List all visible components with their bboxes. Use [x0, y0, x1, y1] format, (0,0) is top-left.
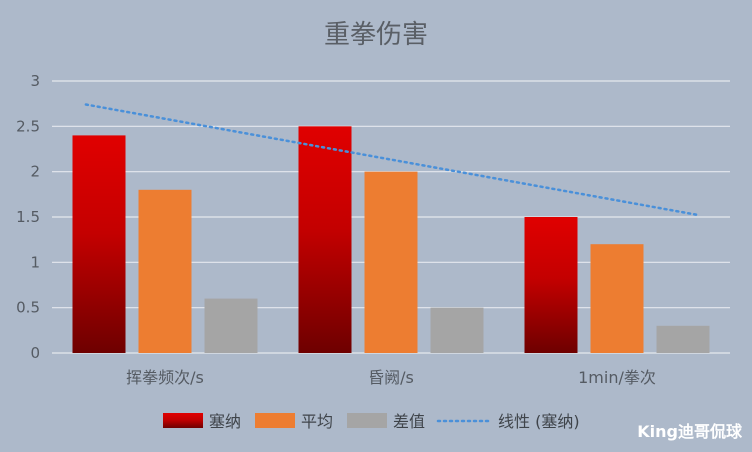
bar-差值-挥拳频次/s [204, 298, 258, 353]
y-tick-label: 0 [30, 344, 40, 362]
x-tick-label: 挥拳频次/s [126, 368, 204, 387]
y-axis-ticks: 0 0.5 1 1.5 2 2.5 3 [16, 72, 40, 362]
y-tick-label: 3 [30, 72, 40, 90]
bar-塞纳-昏阙/s [298, 126, 352, 353]
x-tick-label: 昏阙/s [368, 368, 414, 387]
trendline [84, 103, 698, 216]
legend-label: 线性 (塞纳) [498, 412, 580, 431]
legend-swatch-diff [347, 413, 387, 428]
trendline-layer [84, 103, 698, 216]
legend-label: 差值 [393, 412, 425, 431]
legend-label: 塞纳 [209, 412, 241, 431]
legend-label: 平均 [301, 412, 333, 431]
x-axis-ticks: 挥拳频次/s 昏阙/s 1min/拳次 [126, 368, 656, 387]
legend: 塞纳 平均 差值 线性 (塞纳) [163, 412, 580, 431]
y-tick-label: 2.5 [16, 117, 40, 135]
bar-平均-昏阙/s [364, 171, 418, 353]
bar-差值-昏阙/s [430, 307, 484, 353]
bar-塞纳-挥拳频次/s [72, 135, 126, 353]
chart-title: 重拳伤害 [324, 20, 428, 50]
bar-平均-挥拳频次/s [138, 189, 192, 353]
legend-swatch-seina [163, 413, 203, 428]
bar-平均-1min/拳次 [590, 244, 644, 353]
y-tick-label: 1.5 [16, 208, 40, 226]
watermark-text: King迪哥侃球 [637, 422, 743, 441]
y-tick-label: 2 [30, 163, 40, 181]
y-tick-label: 1 [30, 253, 40, 271]
y-tick-label: 0.5 [16, 299, 40, 317]
x-tick-label: 1min/拳次 [578, 368, 656, 387]
bars [72, 126, 710, 353]
bar-塞纳-1min/拳次 [524, 217, 578, 353]
bar-差值-1min/拳次 [656, 325, 710, 353]
legend-swatch-average [255, 413, 295, 428]
